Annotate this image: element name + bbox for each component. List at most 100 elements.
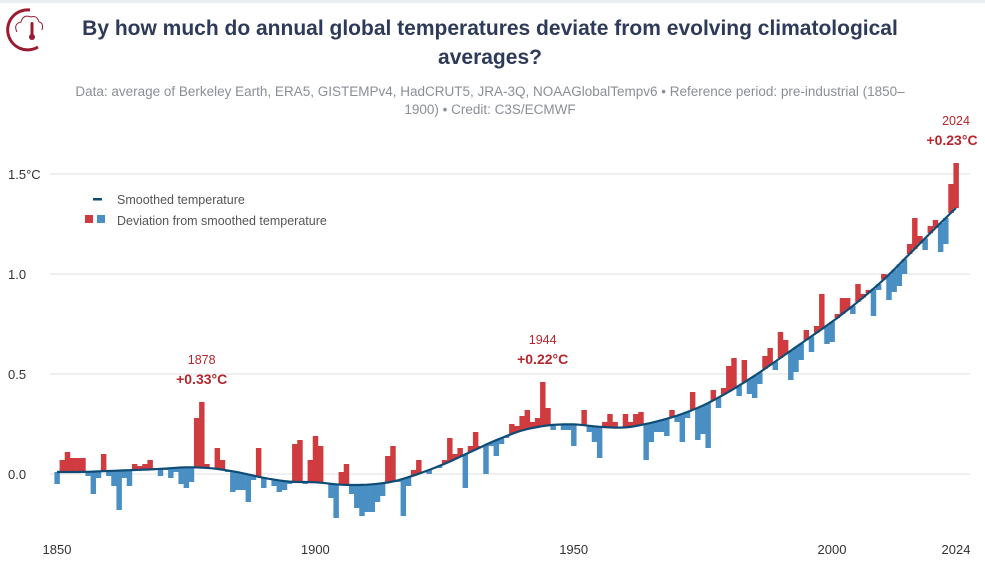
deviation-bar-1876 bbox=[188, 467, 195, 482]
deviation-bar-1881 bbox=[214, 448, 221, 469]
deviation-bar-1913 bbox=[379, 483, 386, 496]
deviation-bar-1865 bbox=[131, 464, 138, 470]
deviation-bar-1950 bbox=[571, 424, 577, 446]
subtitle-line1: Data: average of Berkeley Earth, ERA5, G… bbox=[75, 84, 905, 99]
deviation-bars bbox=[54, 163, 959, 518]
deviation-bar-1970 bbox=[674, 415, 680, 422]
deviation-bar-1893 bbox=[276, 480, 283, 492]
deviation-bar-1852 bbox=[64, 452, 71, 472]
deviation-bar-2012 bbox=[891, 269, 897, 292]
deviation-bar-1860 bbox=[106, 471, 112, 476]
deviation-bar-1993 bbox=[793, 347, 799, 372]
deviation-bar-1975 bbox=[700, 405, 706, 434]
deviation-bar-1938 bbox=[509, 424, 515, 435]
deviation-bar-1896 bbox=[292, 444, 298, 482]
x-axis-ticks: 1850 1900 1950 2000 2024 bbox=[43, 542, 971, 557]
deviation-bar-2006 bbox=[860, 294, 866, 298]
deviation-bar-1988 bbox=[767, 348, 773, 366]
x-tick-label: 2000 bbox=[818, 542, 847, 557]
deviation-bar-1995 bbox=[803, 330, 810, 340]
annotations: 1878 +0.33°C 1944 +0.22°C 2024 +0.23°C bbox=[176, 114, 977, 387]
deviation-bar-1890 bbox=[261, 477, 267, 488]
deviation-bar-1981 bbox=[731, 358, 737, 389]
deviation-bar-1901 bbox=[317, 446, 324, 483]
y-tick-label: 0.0 bbox=[8, 467, 26, 482]
deviation-bar-1926 bbox=[447, 438, 453, 462]
legend: Smoothed temperature Deviation from smoo… bbox=[85, 193, 327, 228]
deviation-bar-1904 bbox=[333, 484, 339, 518]
deviation-bar-1879 bbox=[204, 464, 210, 468]
deviation-bar-1910 bbox=[364, 484, 370, 512]
deviation-bar-1945 bbox=[545, 408, 551, 426]
deviation-bar-2004 bbox=[850, 305, 856, 314]
deviation-bar-1971 bbox=[679, 413, 686, 442]
deviation-bar-1911 bbox=[369, 484, 376, 512]
deviation-bar-1948 bbox=[560, 424, 567, 430]
deviation-bar-1999 bbox=[824, 325, 830, 344]
deviation-bar-1874 bbox=[178, 467, 184, 484]
deviation-bar-1953 bbox=[586, 425, 593, 432]
logo bbox=[6, 8, 44, 52]
deviation-bar-1954 bbox=[591, 426, 598, 442]
deviation-bar-1967 bbox=[658, 420, 665, 432]
deviation-bar-1912 bbox=[374, 483, 381, 502]
cloud-thermometer-icon bbox=[6, 8, 44, 52]
deviation-bar-1979 bbox=[720, 388, 727, 395]
deviation-bar-1861 bbox=[111, 470, 117, 486]
deviation-bar-1949 bbox=[565, 424, 572, 430]
deviation-bar-1966 bbox=[653, 421, 660, 432]
deviation-bar-1964 bbox=[643, 423, 649, 460]
deviation-bar-1974 bbox=[695, 407, 701, 440]
deviation-bar-1935 bbox=[493, 440, 500, 456]
deviation-bar-1862 bbox=[116, 470, 122, 510]
legend-swatch-below bbox=[97, 215, 105, 223]
x-tick-label: 1950 bbox=[559, 542, 588, 557]
deviation-bar-1899 bbox=[307, 460, 314, 483]
deviation-bar-1977 bbox=[710, 390, 717, 401]
deviation-bar-2016 bbox=[912, 218, 918, 249]
deviation-bar-1936 bbox=[498, 438, 505, 444]
deviation-bar-2007 bbox=[865, 290, 872, 294]
deviation-bar-1943 bbox=[534, 418, 541, 428]
deviation-bar-1958 bbox=[612, 422, 618, 428]
deviation-bar-1939 bbox=[514, 426, 520, 433]
deviation-bar-2011 bbox=[886, 274, 892, 300]
deviation-bar-1858 bbox=[95, 471, 102, 478]
deviation-bar-1927 bbox=[452, 454, 458, 460]
deviation-bar-2013 bbox=[896, 264, 903, 286]
deviation-bar-2020 bbox=[932, 220, 939, 229]
deviation-bar-1978 bbox=[715, 397, 722, 408]
deviation-bar-1941 bbox=[524, 410, 531, 430]
deviation-bar-1906 bbox=[343, 464, 350, 485]
deviation-bar-1965 bbox=[648, 422, 655, 442]
deviation-bar-1928 bbox=[457, 448, 463, 457]
deviation-bar-1984 bbox=[746, 379, 753, 394]
deviation-bar-2001 bbox=[834, 314, 841, 318]
deviation-bar-1919 bbox=[410, 470, 417, 476]
annotation-value: +0.33°C bbox=[176, 371, 227, 387]
deviation-bar-2015 bbox=[906, 244, 913, 254]
deviation-bar-2014 bbox=[901, 259, 908, 274]
deviation-bar-2018 bbox=[922, 238, 928, 250]
deviation-bar-1857 bbox=[90, 471, 97, 494]
deviation-bar-2017 bbox=[917, 236, 923, 244]
deviation-bar-1897 bbox=[297, 440, 303, 482]
legend-swatch-above bbox=[85, 215, 93, 223]
annotation-value: +0.23°C bbox=[926, 132, 977, 148]
deviation-bar-1877 bbox=[193, 418, 200, 468]
x-tick-label: 1900 bbox=[301, 542, 330, 557]
deviation-bar-1963 bbox=[638, 412, 644, 425]
deviation-bar-2022 bbox=[943, 218, 949, 244]
y-tick-label: 1.0 bbox=[8, 267, 26, 282]
deviation-bar-1986 bbox=[757, 372, 763, 384]
deviation-bar-1859 bbox=[100, 454, 107, 472]
deviation-bar-1972 bbox=[684, 411, 691, 418]
deviation-bar-1931 bbox=[472, 432, 479, 450]
top-strip bbox=[0, 0, 985, 3]
deviation-bar-2010 bbox=[881, 274, 887, 280]
deviation-bar-1850 bbox=[54, 472, 60, 484]
deviation-bar-1952 bbox=[581, 410, 587, 426]
deviation-bar-1884 bbox=[230, 471, 236, 492]
deviation-bar-1960 bbox=[622, 414, 629, 428]
deviation-bar-1908 bbox=[354, 484, 360, 508]
